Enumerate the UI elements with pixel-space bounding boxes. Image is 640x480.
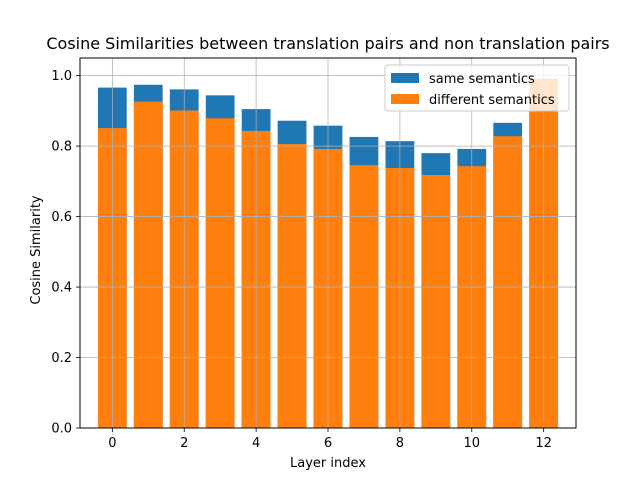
x-tick-label: 6 <box>324 436 332 451</box>
chart-title: Cosine Similarities between translation … <box>46 34 609 53</box>
legend-label: same semantics <box>429 72 535 87</box>
bar-different-semantics <box>277 143 307 428</box>
grid-lines <box>80 58 576 429</box>
x-tick-label: 0 <box>108 436 116 451</box>
bar-different-semantics <box>133 101 163 428</box>
y-axis-ticks: 0.0 0.2 0.4 0.6 0.8 1.0 <box>51 69 80 437</box>
bar-different-semantics <box>205 118 235 428</box>
x-axis-ticks: 0 2 4 6 8 10 12 <box>108 428 552 451</box>
legend-label: different semantics <box>429 93 555 108</box>
legend: same semantics different semantics <box>384 64 570 112</box>
x-tick-label: 4 <box>252 436 260 451</box>
legend-swatch <box>391 73 419 83</box>
y-axis-label: Cosine Similarity <box>29 195 44 305</box>
legend-box <box>384 64 570 112</box>
bar-different-semantics <box>349 165 379 428</box>
y-tick-label: 0.4 <box>51 281 72 296</box>
x-tick-label: 10 <box>463 436 480 451</box>
x-tick-label: 8 <box>396 436 404 451</box>
x-tick-label: 2 <box>180 436 188 451</box>
y-tick-label: 0.8 <box>51 140 72 155</box>
bar-different-semantics <box>421 174 451 428</box>
y-tick-label: 0.6 <box>51 210 72 225</box>
y-tick-label: 0.0 <box>51 422 72 437</box>
y-tick-label: 1.0 <box>51 69 72 84</box>
x-axis-label: Layer index <box>290 456 366 471</box>
y-tick-label: 0.2 <box>51 351 72 366</box>
x-tick-label: 12 <box>535 436 552 451</box>
bar-different-semantics <box>493 136 523 428</box>
legend-swatch <box>391 94 419 104</box>
